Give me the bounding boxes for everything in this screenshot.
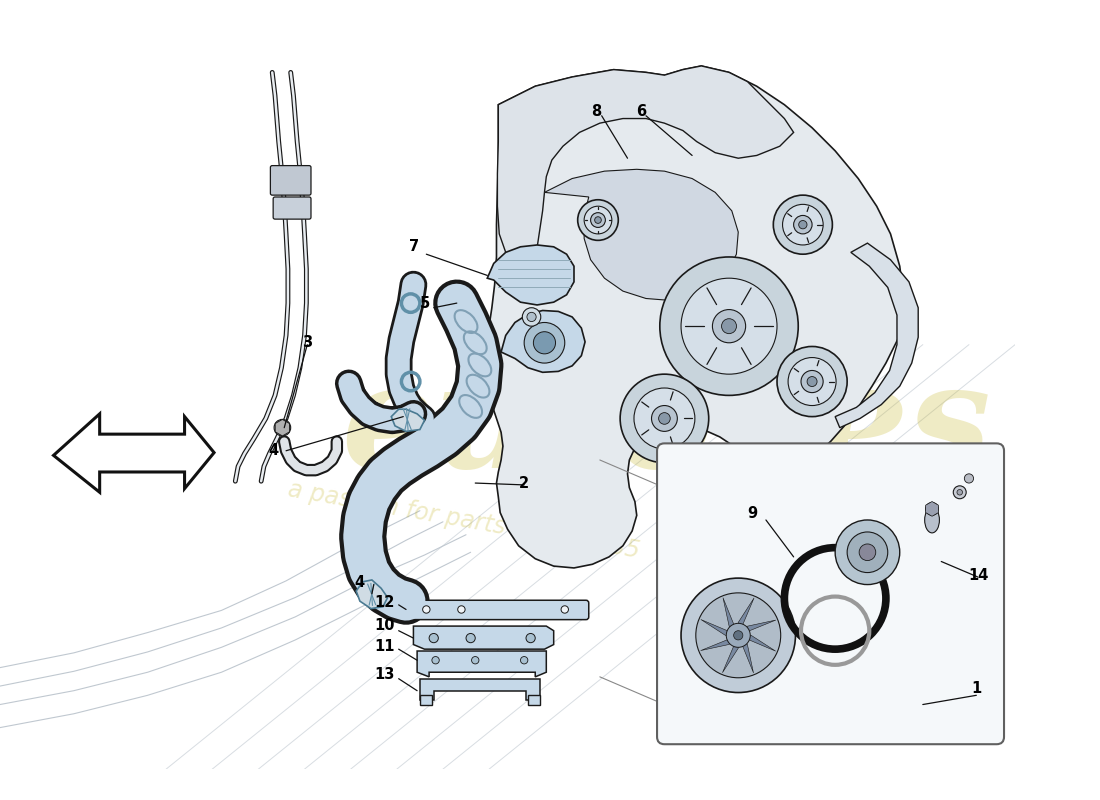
FancyBboxPatch shape — [273, 197, 311, 219]
Circle shape — [526, 634, 536, 642]
Polygon shape — [275, 419, 289, 436]
Circle shape — [801, 370, 823, 393]
Circle shape — [954, 486, 966, 498]
Circle shape — [422, 606, 430, 613]
Circle shape — [681, 578, 795, 693]
Circle shape — [620, 374, 708, 462]
Circle shape — [522, 308, 541, 326]
Circle shape — [458, 606, 465, 613]
Text: 6: 6 — [636, 104, 647, 118]
Polygon shape — [738, 635, 754, 673]
Text: 4: 4 — [268, 443, 278, 458]
Circle shape — [681, 278, 777, 374]
Circle shape — [432, 657, 439, 664]
Polygon shape — [486, 66, 904, 568]
Circle shape — [429, 634, 438, 642]
Polygon shape — [701, 619, 738, 635]
Text: 13: 13 — [375, 667, 395, 682]
Polygon shape — [738, 635, 775, 651]
Text: 5: 5 — [420, 296, 430, 310]
Text: 9: 9 — [747, 506, 757, 521]
Text: 8: 8 — [591, 104, 602, 118]
Circle shape — [713, 310, 746, 342]
Polygon shape — [497, 66, 793, 269]
Circle shape — [777, 346, 847, 417]
Circle shape — [788, 358, 836, 406]
Circle shape — [782, 204, 823, 245]
Text: 12: 12 — [375, 594, 395, 610]
Polygon shape — [420, 678, 540, 700]
Polygon shape — [54, 414, 215, 492]
Polygon shape — [738, 620, 775, 635]
Text: a passion for parts since 1985: a passion for parts since 1985 — [286, 477, 641, 562]
Polygon shape — [502, 310, 585, 372]
Circle shape — [578, 200, 618, 240]
Circle shape — [726, 623, 750, 647]
Circle shape — [793, 215, 812, 234]
Circle shape — [527, 312, 536, 322]
Polygon shape — [356, 580, 387, 609]
Polygon shape — [544, 170, 738, 300]
Circle shape — [274, 419, 290, 436]
Circle shape — [807, 377, 817, 386]
Polygon shape — [414, 626, 553, 649]
Polygon shape — [926, 502, 938, 516]
Circle shape — [722, 318, 737, 334]
Polygon shape — [723, 635, 738, 673]
Text: 1: 1 — [971, 682, 981, 696]
Polygon shape — [528, 695, 540, 705]
Circle shape — [525, 322, 564, 363]
Circle shape — [466, 634, 475, 642]
Circle shape — [659, 413, 670, 424]
Circle shape — [696, 593, 781, 678]
Polygon shape — [487, 245, 574, 305]
Circle shape — [965, 474, 974, 483]
Polygon shape — [835, 243, 918, 428]
Circle shape — [847, 532, 888, 573]
Text: 2: 2 — [519, 475, 529, 490]
Text: 3: 3 — [302, 335, 312, 350]
Circle shape — [957, 490, 962, 495]
Circle shape — [651, 406, 678, 431]
Text: 10: 10 — [375, 618, 395, 633]
Text: europes: europes — [341, 357, 991, 498]
Circle shape — [799, 221, 807, 229]
Polygon shape — [392, 410, 425, 431]
Circle shape — [591, 213, 605, 227]
Text: 7: 7 — [409, 239, 419, 254]
Circle shape — [835, 520, 900, 585]
Circle shape — [595, 217, 602, 223]
Circle shape — [634, 388, 695, 449]
Ellipse shape — [925, 507, 939, 533]
Circle shape — [925, 502, 938, 515]
Polygon shape — [420, 695, 432, 705]
Polygon shape — [723, 598, 738, 635]
FancyBboxPatch shape — [271, 166, 311, 195]
Circle shape — [734, 630, 742, 640]
Polygon shape — [738, 598, 755, 635]
Polygon shape — [701, 635, 738, 650]
Circle shape — [472, 657, 478, 664]
Text: 14: 14 — [968, 568, 989, 583]
Circle shape — [534, 332, 556, 354]
Circle shape — [859, 544, 876, 561]
Polygon shape — [417, 651, 547, 677]
Text: 4: 4 — [355, 575, 365, 590]
Circle shape — [520, 657, 528, 664]
FancyBboxPatch shape — [404, 600, 588, 620]
Text: 11: 11 — [375, 639, 395, 654]
FancyBboxPatch shape — [657, 443, 1004, 744]
Circle shape — [561, 606, 569, 613]
Circle shape — [584, 206, 612, 234]
Circle shape — [660, 257, 799, 395]
Circle shape — [773, 195, 833, 254]
